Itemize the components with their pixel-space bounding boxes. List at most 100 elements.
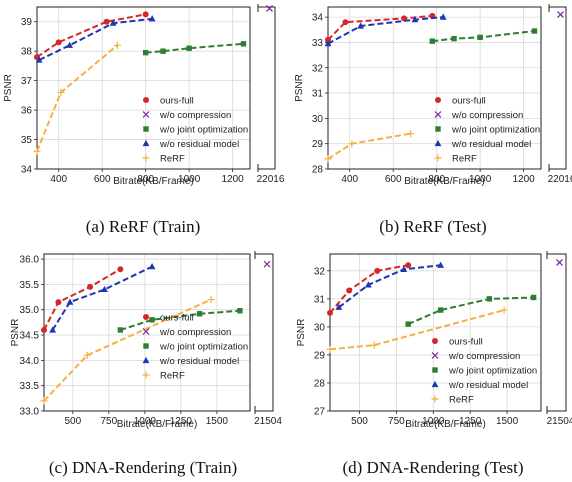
data-point (429, 38, 436, 44)
y-tick-label: 36.0 (20, 255, 40, 266)
series-ours-full (325, 12, 436, 43)
data-point-break (266, 5, 273, 12)
legend-marker-w-o-joint-optimization (143, 343, 149, 349)
legend-marker-w-o-compression (434, 111, 442, 118)
data-point (49, 326, 57, 333)
x-tick-label: 600 (94, 174, 111, 185)
x-tick-label: 1250 (170, 416, 193, 427)
legend: ours-full w/o compression w/o joint optimi… (431, 337, 537, 406)
data-point (411, 16, 419, 23)
legend-label: ours-full (449, 337, 483, 348)
x-axis-label: Bitrate(KB/Frame) (405, 419, 486, 430)
x-tick-label: 1200 (512, 174, 535, 185)
y-tick-label: 33.5 (20, 381, 40, 392)
series-line-ours-full (37, 13, 146, 58)
data-point (324, 40, 332, 47)
x-axis-label: Bitrate(KB/Frame) (113, 176, 194, 187)
x-tick-label-break: 21504 (547, 416, 572, 427)
y-tick-label: 30 (312, 114, 324, 125)
y-tick-label: 30 (314, 322, 326, 333)
data-point (87, 283, 94, 290)
series-line-w-o-joint-optimization (432, 30, 535, 43)
data-point (364, 281, 372, 288)
data-point (55, 299, 62, 306)
y-tick-label: 34 (312, 13, 324, 24)
series-w-o-residual-model (335, 261, 445, 310)
legend-label: ReRF (160, 154, 185, 165)
data-point (530, 294, 537, 301)
legend: ours-full w/o compression w/o joint optimi… (142, 313, 248, 382)
legend-marker-rerf (142, 154, 150, 162)
series-ours-full (34, 11, 149, 61)
y-axis-label: PSNR (296, 319, 307, 347)
data-point (41, 326, 47, 333)
y-tick-label: 34 (21, 165, 33, 176)
y-tick-label: 28 (314, 378, 326, 389)
y-tick-label: 27 (314, 407, 326, 418)
legend-marker-w-o-compression (431, 352, 439, 359)
data-point (117, 327, 124, 333)
series-ours-full (327, 262, 412, 316)
y-axis-label: PSNR (294, 74, 305, 102)
data-point (40, 397, 48, 405)
x-tick-label: 1500 (496, 416, 519, 427)
y-tick-label: 31 (314, 294, 326, 305)
series-w-o-joint-optimization (117, 308, 243, 333)
series-w-o-compression (263, 260, 271, 268)
x-tick-label: 500 (64, 416, 81, 427)
chart-panel-1: 400 600 800 1000 1200 22016 34 35 36 37 38 39 Bitrat… (3, 4, 285, 236)
legend-marker-w-o-joint-optimization (435, 126, 441, 132)
series-line-w-o-residual-model (338, 264, 441, 309)
y-tick-label: 36 (21, 106, 33, 117)
series-w-o-joint-optimization (429, 28, 538, 44)
plot-frame (329, 253, 542, 412)
data-point-break (557, 11, 564, 19)
legend-marker-w-o-residual-model (434, 139, 442, 147)
legend-label: ReRF (452, 154, 477, 165)
legend-label: ours-full (160, 313, 194, 324)
y-tick-label: 29 (312, 139, 324, 150)
x-tick-label: 1000 (422, 416, 445, 427)
x-tick-label-break: 22016 (257, 174, 285, 185)
series-line-ours-full (328, 14, 433, 41)
x-tick-label: 1000 (134, 416, 157, 427)
data-point-break (263, 260, 271, 268)
series-ours-full (41, 266, 124, 333)
series-line-rerf (328, 132, 411, 160)
legend-marker-w-o-joint-optimization (143, 126, 149, 132)
y-tick-label: 32 (314, 266, 326, 277)
x-tick-label: 500 (351, 416, 368, 427)
series-line-rerf (330, 309, 505, 351)
data-point (346, 287, 353, 294)
legend-marker-rerf (142, 371, 150, 379)
data-point (35, 56, 43, 63)
y-tick-label: 39 (21, 17, 33, 28)
x-tick-label: 750 (100, 416, 117, 427)
data-point (148, 263, 156, 270)
data-point (370, 341, 378, 349)
legend-label: w/o joint optimization (159, 342, 248, 353)
legend-marker-w-o-residual-model (142, 356, 150, 364)
x-tick-label: 1500 (206, 416, 229, 427)
series-line-w-o-residual-model (38, 17, 153, 61)
data-point (117, 266, 124, 273)
data-point (237, 308, 243, 314)
y-tick-label: 38 (21, 47, 33, 58)
data-point (325, 36, 331, 43)
data-point (240, 41, 247, 47)
legend-marker-rerf (434, 154, 442, 162)
legend-marker-w-o-joint-optimization (432, 367, 438, 373)
y-tick-label: 35.5 (20, 280, 40, 291)
broken-axis-frame (258, 6, 276, 170)
data-point (160, 48, 166, 54)
series-rerf (326, 306, 508, 353)
x-tick-label: 1000 (469, 174, 492, 185)
legend-marker-ours-full (143, 314, 149, 320)
data-point (405, 321, 411, 327)
data-point (500, 306, 508, 314)
legend-label: w/o compression (159, 327, 231, 338)
y-tick-label: 33.0 (20, 407, 40, 418)
data-point (83, 351, 91, 359)
broken-axis-frame (549, 6, 567, 170)
